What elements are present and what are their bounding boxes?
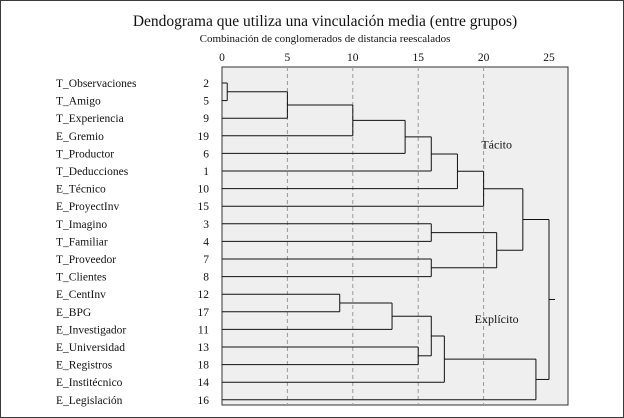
leaf-labels: T_Observaciones 2 T_Amigo 5 T_Experiencia 9 E_… [56,78,209,407]
leaf-label: E_CentInv [56,289,106,301]
leaf-id: 1 [203,166,209,178]
leaf-label: E_Universidad [56,342,125,354]
leaf-id: 16 [198,395,210,407]
leaf-id: 10 [198,184,210,196]
dendrogram-tree [222,82,555,401]
leaf-id: 19 [198,131,210,143]
leaf-label: T_Proveedor [56,254,116,266]
leaf-id: 17 [198,307,210,319]
leaf-label: E_Gremio [56,131,104,143]
cluster-annotation: Explícito [475,312,519,326]
leaf-id: 14 [198,377,210,389]
x-tick-label: 25 [543,52,555,64]
annotations: Tácito Explícito [475,138,519,326]
leaf-id: 18 [198,360,210,372]
leaf-id: 8 [203,272,209,284]
leaf-label: T_Amigo [56,96,101,108]
x-tick-label: 0 [219,52,225,64]
x-tick-label: 5 [285,52,291,64]
chart-subtitle: Combinación de conglomerados de distanci… [200,33,451,45]
chart-title: Dendograma que utiliza una vinculación m… [133,13,517,30]
leaf-id: 4 [203,236,209,248]
leaf-id: 9 [203,113,209,125]
leaf-id: 13 [198,342,210,354]
leaf-id: 15 [198,201,210,213]
leaf-id: 11 [198,324,209,336]
x-ticks: 0 5 10 15 20 25 [219,52,555,64]
leaf-label: E_Técnico [56,184,106,196]
leaf-label: E_Institécnico [56,377,123,389]
leaf-id: 7 [203,254,209,266]
leaf-label: T_Observaciones [56,78,137,90]
cluster-annotation: Tácito [481,138,512,152]
leaf-label: T_Deducciones [56,166,129,178]
leaf-id: 5 [203,96,209,108]
x-tick-label: 10 [347,52,359,64]
x-tick-label: 15 [412,52,424,64]
leaf-label: E_BPG [56,307,91,319]
leaf-label: E_Registros [56,360,113,372]
leaf-id: 2 [203,78,209,90]
leaf-label: E_Legislación [56,395,123,407]
leaf-id: 6 [203,148,209,160]
leaf-label: E_Investigador [56,324,126,336]
leaf-label: T_Experiencia [56,113,124,125]
leaf-id: 12 [198,289,210,301]
leaf-label: T_Familiar [56,236,108,248]
leaf-id: 3 [203,219,209,231]
leaf-label: T_Imagino [56,219,107,231]
leaf-label: E_ProyectInv [56,201,119,213]
leaf-label: T_Clientes [56,272,107,284]
leaf-label: T_Productor [56,148,114,160]
plot-area [221,66,569,406]
x-tick-label: 20 [478,52,490,64]
